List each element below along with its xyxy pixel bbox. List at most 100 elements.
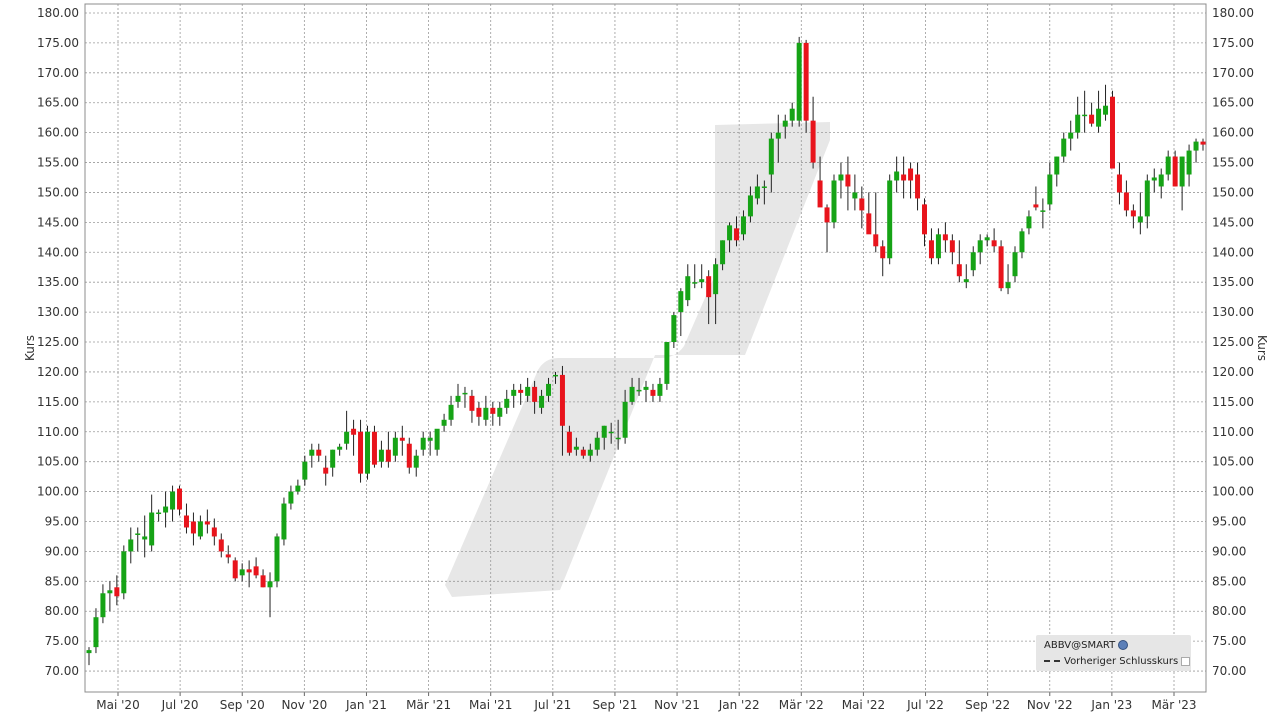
candle-body-down [991,240,997,247]
candle-body-down [204,521,210,525]
candle-body-down [873,234,879,247]
y-tick-label-left: 145.00 [37,215,79,229]
candle-body-up [636,389,642,392]
candle-body-up [1005,282,1011,289]
candle-body-up [831,180,837,223]
candle [121,545,127,600]
x-tick-label: Nov '20 [281,698,327,712]
candle [1165,150,1171,181]
candle [246,560,252,588]
candle [594,431,600,456]
candle-body-up [747,195,753,217]
candle-body-down [371,431,377,465]
candle-body-down [260,575,266,588]
candle [1116,162,1122,205]
candle [399,425,405,456]
candle-body-down [1033,204,1039,208]
x-tick-label: Sep '21 [592,698,637,712]
y-tick-label-right: 95.00 [1212,514,1246,528]
candle [817,156,823,208]
candle-body-up [504,398,510,408]
candle-body-down [532,386,538,402]
candle-body-up [970,252,976,271]
candle-body-up [657,383,663,396]
y-tick-label-right: 150.00 [1212,185,1254,199]
candle [845,156,851,211]
y-tick-label-left: 140.00 [37,245,79,259]
y-tick-label-right: 125.00 [1212,335,1254,349]
candle-body-up [608,431,614,434]
candle-body-down [817,180,823,208]
candle-body-up [309,449,315,456]
y-tick-label-right: 80.00 [1212,604,1246,618]
candle [838,162,844,199]
candle-body-up [128,539,134,552]
y-tick-label-left: 165.00 [37,96,79,110]
candle [1158,168,1164,199]
candle [887,174,893,265]
candle [601,425,607,450]
y-tick-label-left: 135.00 [37,275,79,289]
candle [93,608,99,654]
candle [170,485,176,522]
candle [1096,90,1102,133]
candle [915,162,921,211]
candle-body-down [908,168,914,181]
y-tick-label-right: 140.00 [1212,245,1254,259]
y-tick-label-right: 145.00 [1212,215,1254,229]
candle-body-up [838,174,844,181]
candle [406,437,412,474]
candle [803,39,809,133]
candle-body-up [1047,174,1053,205]
candle [1103,84,1109,121]
candle-body-down [183,515,189,528]
candle [337,443,343,456]
dashed-line-icon [1044,660,1060,662]
candle-body-up [1137,216,1143,223]
candle [525,377,531,402]
candle-body-up [163,506,169,513]
y-tick-label-right: 90.00 [1212,544,1246,558]
candle-body-up [413,455,419,468]
candle-body-up [1054,156,1060,175]
checkbox-icon[interactable] [1181,656,1191,666]
candle [998,240,1004,292]
candle-body-down [518,389,524,393]
candle [991,228,997,253]
candle-body-up [977,240,983,253]
x-tick-label: Jan '22 [718,698,760,712]
plot-area [85,4,1206,692]
candle [650,383,656,402]
candle-body-down [1089,114,1095,124]
candle [497,401,503,426]
candle-body-down [253,566,259,576]
candle-body-up [302,461,308,480]
y-tick-label-left: 115.00 [37,395,79,409]
candle-body-up [239,569,245,576]
candle [720,240,726,271]
y-tick-label-right: 155.00 [1212,156,1254,170]
candle [316,443,322,462]
candle-body-down [351,428,357,435]
candle [420,431,426,456]
candle [970,246,976,277]
y-axis-label-right: Kurs [1255,335,1269,361]
x-tick-label: Mär '23 [1151,698,1196,712]
candle-body-up [622,401,628,438]
candle-body-down [385,449,391,462]
candle-body-up [587,449,593,456]
candle [880,240,886,277]
plot-frame [84,3,1207,693]
watermark-logo [445,122,830,597]
candle-body-down [1109,96,1115,169]
candle [956,240,962,283]
candle-body-up [796,42,802,121]
candle-body-up [573,446,579,450]
candle-body-down [323,467,329,474]
candle-body-up [1186,150,1192,175]
candle-body-up [135,533,141,535]
y-tick-label-left: 85.00 [45,574,79,588]
candle [441,413,447,432]
candle [636,377,642,396]
y-tick-label-right: 70.00 [1212,664,1246,678]
